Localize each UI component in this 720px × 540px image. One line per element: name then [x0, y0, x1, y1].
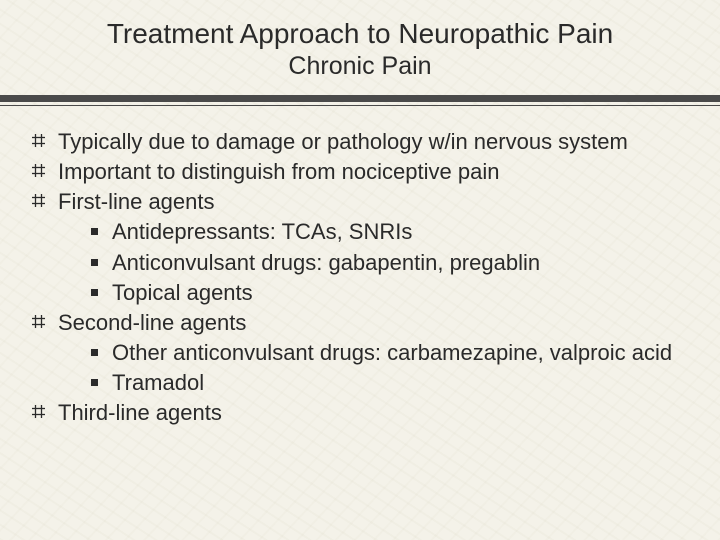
content-area: Typically due to damage or pathology w/i… [0, 106, 720, 428]
hash-bullet-icon [26, 164, 50, 177]
list-subitem: Tramadol [86, 369, 690, 397]
list-item: Third-line agents [26, 399, 690, 427]
title-block: Treatment Approach to Neuropathic Pain C… [0, 0, 720, 89]
hash-bullet-icon [26, 315, 50, 328]
list-item: Second-line agents [26, 309, 690, 337]
square-bullet-icon [86, 289, 102, 296]
list-subitem: Antidepressants: TCAs, SNRIs [86, 218, 690, 246]
list-item: Typically due to damage or pathology w/i… [26, 128, 690, 156]
square-bullet-icon [86, 349, 102, 356]
square-bullet-icon [86, 228, 102, 235]
slide-subtitle: Chronic Pain [0, 52, 720, 81]
hash-bullet-icon [26, 194, 50, 207]
hash-bullet-icon [26, 405, 50, 418]
divider-thick [0, 95, 720, 102]
square-bullet-icon [86, 259, 102, 266]
list-subitem: Topical agents [86, 279, 690, 307]
list-subitem-text: Antidepressants: TCAs, SNRIs [102, 218, 690, 246]
square-bullet-icon [86, 379, 102, 386]
list-subitem-text: Other anticonvulsant drugs: carbamezapin… [102, 339, 690, 367]
list-subitem-text: Topical agents [102, 279, 690, 307]
list-item: Important to distinguish from nociceptiv… [26, 158, 690, 186]
list-item-text: Important to distinguish from nociceptiv… [50, 158, 690, 186]
slide-title: Treatment Approach to Neuropathic Pain [0, 18, 720, 50]
list-subitem-text: Anticonvulsant drugs: gabapentin, pregab… [102, 249, 690, 277]
list-subitem: Other anticonvulsant drugs: carbamezapin… [86, 339, 690, 367]
list-item-text: First-line agents [50, 188, 690, 216]
list-subitem-text: Tramadol [102, 369, 690, 397]
list-item-text: Third-line agents [50, 399, 690, 427]
list-item-text: Second-line agents [50, 309, 690, 337]
list-subitem: Anticonvulsant drugs: gabapentin, pregab… [86, 249, 690, 277]
list-item-text: Typically due to damage or pathology w/i… [50, 128, 690, 156]
hash-bullet-icon [26, 134, 50, 147]
list-item: First-line agents [26, 188, 690, 216]
